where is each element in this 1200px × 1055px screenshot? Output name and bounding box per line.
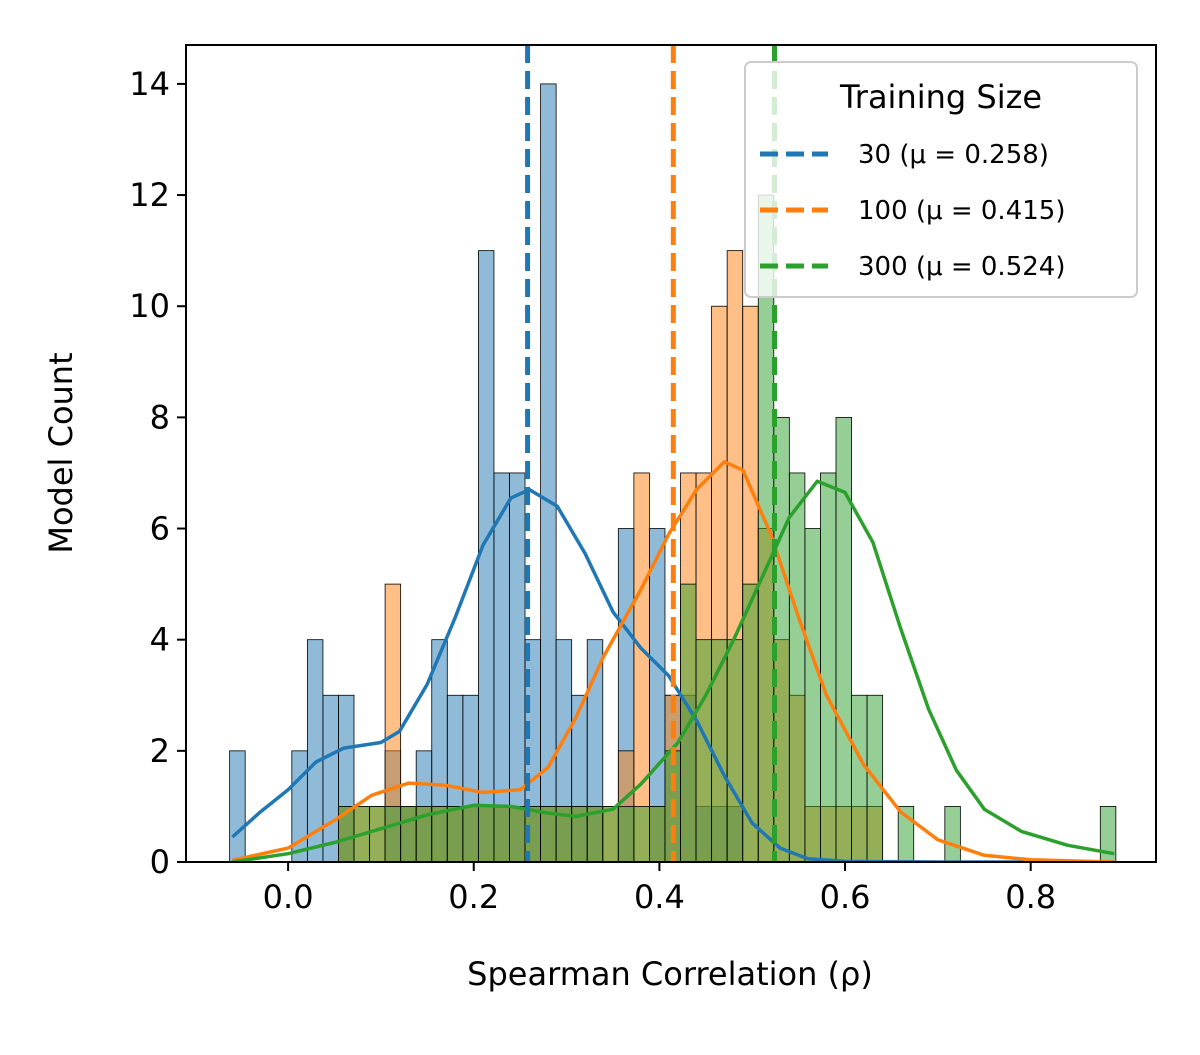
histogram-bar [820, 472, 837, 863]
kde-line-30 [231, 487, 1115, 862]
y-tick-label: 0 [150, 843, 170, 881]
y-tick-label: 8 [150, 398, 170, 436]
histogram-bar [462, 806, 479, 863]
histogram-bar [384, 806, 402, 863]
x-axis-label: Spearman Correlation (ρ) [467, 955, 873, 993]
x-tick-label: 0.0 [263, 878, 314, 916]
y-axis-label: Model Count [42, 352, 80, 553]
histogram-bar [322, 694, 339, 863]
legend-label-300: 300 (μ = 0.524) [858, 252, 1065, 282]
legend-label-30: 30 (μ = 0.258) [858, 140, 1049, 170]
histogram-bar [726, 639, 744, 863]
x-tick-label: 0.8 [1005, 878, 1056, 916]
histogram-bar [851, 694, 868, 863]
histogram-bar [804, 528, 821, 863]
histogram-bar [477, 250, 495, 863]
y-tick-label: 10 [129, 287, 170, 325]
y-tick-label: 2 [150, 732, 170, 770]
histogram-bar [944, 806, 961, 863]
histogram-bar [400, 806, 417, 863]
histogram-bar [633, 806, 650, 863]
histogram-bar [788, 472, 806, 863]
histogram-bar [649, 806, 666, 863]
histogram-bar [477, 806, 495, 863]
legend-label-100: 100 (μ = 0.415) [858, 196, 1065, 226]
y-tick-label: 12 [129, 176, 170, 214]
y-tick-label: 6 [150, 510, 170, 548]
legend-box [744, 61, 1138, 298]
histogram-bar [369, 806, 386, 863]
x-tick-label: 0.6 [820, 878, 871, 916]
histogram-bar [617, 806, 635, 863]
kde-line-100 [232, 460, 1115, 862]
histogram-bar [509, 806, 526, 863]
y-tick-label: 4 [150, 621, 170, 659]
histogram-bar [509, 472, 526, 863]
histogram-bar [602, 806, 619, 863]
histogram-bar [229, 750, 246, 863]
legend: Training Size 30 (μ = 0.258) 100 (μ = 0.4… [744, 61, 1138, 298]
histogram-bar [540, 83, 557, 863]
legend-entries: 30 (μ = 0.258) 100 (μ = 0.415) 300 (μ = 0.… [760, 140, 1065, 282]
histogram-bar [493, 806, 510, 863]
histogram-bar [493, 472, 510, 863]
kde-curves [231, 460, 1115, 862]
y-tick-label: 14 [129, 65, 170, 103]
kde-line-300 [232, 479, 1115, 862]
bars-series-300 [338, 194, 1117, 863]
x-tick-label: 0.4 [634, 878, 685, 916]
histogram-bar [773, 416, 790, 863]
histogram-bar [835, 416, 852, 863]
legend-title: Training Size [839, 78, 1042, 116]
histogram-bar [695, 639, 713, 863]
histogram-bar [446, 806, 464, 863]
histogram-bar [633, 472, 650, 863]
axes: 0.0 0.2 0.4 0.6 0.8 0 2 4 6 8 10 12 14 [129, 44, 1157, 916]
x-tick-label: 0.2 [448, 878, 499, 916]
histogram-bar [711, 639, 728, 863]
axes-frame [185, 44, 1157, 863]
